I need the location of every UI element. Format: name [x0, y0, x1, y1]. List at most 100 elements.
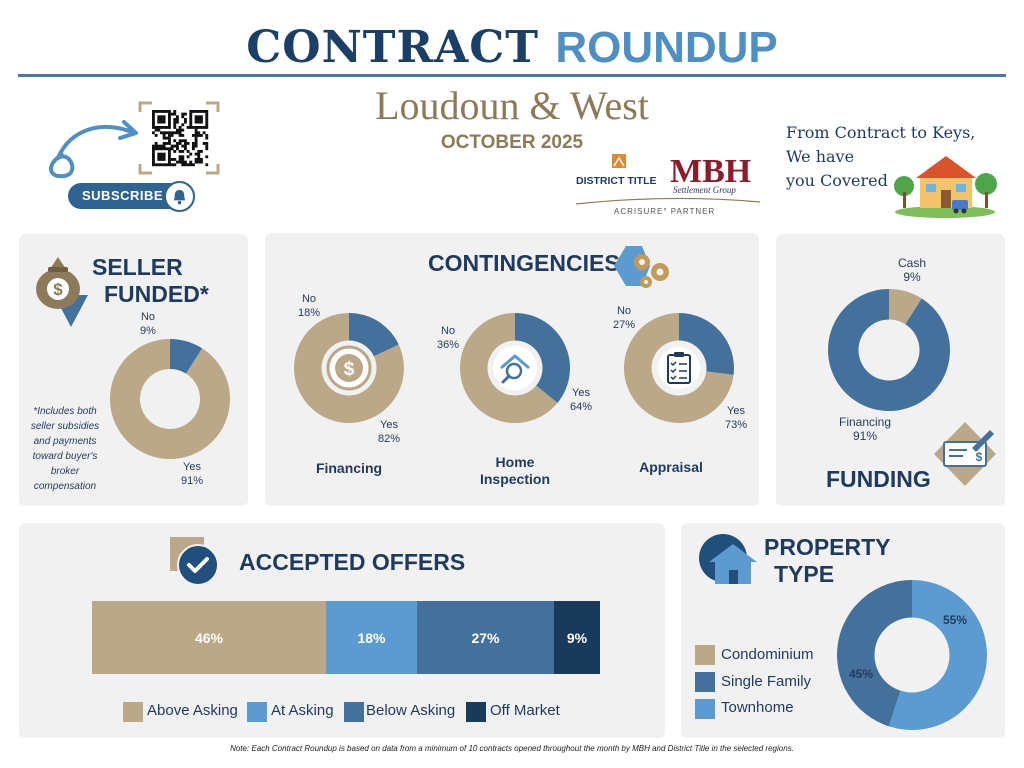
- slice-value: 64%: [569, 401, 593, 413]
- legend-label-townhome: Townhome: [721, 699, 794, 716]
- qr-module: [189, 112, 193, 116]
- mbh-logo-subtitle: Settlement Group: [673, 185, 736, 195]
- qr-module: [173, 110, 177, 113]
- qr-module: [168, 118, 171, 121]
- qr-module: [205, 163, 209, 167]
- home-inspection-icon: [493, 346, 537, 390]
- qr-module: [189, 120, 193, 124]
- qr-module: [181, 115, 185, 119]
- qr-module: [194, 144, 198, 148]
- qr-module: [194, 160, 198, 164]
- qr-module: [165, 131, 169, 135]
- qr-module: [197, 115, 201, 119]
- qr-module: [197, 120, 201, 124]
- qr-module: [160, 131, 163, 135]
- checkmark-icon: [170, 537, 219, 586]
- qr-module: [189, 152, 193, 156]
- qr-module: [202, 126, 206, 129]
- qr-module: [162, 155, 166, 159]
- qr-module: [160, 118, 163, 121]
- qr-module: [157, 120, 161, 124]
- slice-label: Yes: [380, 419, 398, 431]
- arrow-icon: [49, 125, 134, 179]
- donut-slice-yes: [110, 339, 230, 459]
- qr-module: [154, 144, 158, 148]
- donut-slice-yes: [294, 313, 404, 423]
- qr-module: [205, 136, 209, 140]
- qr-module: [178, 142, 182, 145]
- qr-module: [160, 120, 163, 124]
- qr-module: [178, 128, 182, 132]
- qr-module: [178, 131, 182, 135]
- qr-module: [168, 155, 171, 159]
- qr-module: [165, 147, 169, 151]
- money-bag-icon: $: [36, 257, 88, 327]
- district-title-icon: [612, 154, 626, 168]
- qr-module: [200, 134, 203, 137]
- donut-slice-no: [515, 313, 570, 404]
- qr-module: [165, 163, 169, 167]
- qr-code-pattern: [152, 110, 209, 167]
- qr-module: [162, 152, 166, 156]
- qr-module: [157, 115, 161, 119]
- seller-funded-footnote: *Includes both seller subsidies and paym…: [24, 404, 106, 494]
- slice-value: 9%: [903, 270, 921, 284]
- financing-contingency-donut-chart: [294, 313, 404, 423]
- legend-swatch-at-asking: [247, 702, 267, 722]
- legend-label-above-asking: Above Asking: [147, 702, 238, 719]
- slice-label: Financing: [838, 415, 892, 429]
- qr-module: [197, 158, 201, 161]
- tagline: From Contract to Keys, We have you Cover…: [786, 121, 1006, 193]
- qr-module: [192, 126, 195, 129]
- qr-module: [194, 139, 198, 143]
- qr-module: [197, 160, 201, 164]
- qr-module: [194, 128, 198, 132]
- qr-module: [197, 118, 201, 121]
- footnote-line: toward buyer's: [32, 451, 98, 462]
- qr-code-graphic[interactable]: [40, 100, 240, 215]
- qr-module: [162, 134, 166, 137]
- qr-module: [165, 142, 169, 145]
- qr-module: [168, 134, 171, 137]
- qr-module: [157, 144, 161, 148]
- qr-module: [194, 152, 198, 156]
- qr-module: [181, 150, 185, 153]
- property-label-townhome: 55%: [942, 613, 968, 627]
- acrisure-partner-logo: ACRISURE° PARTNER: [614, 207, 715, 216]
- qr-module: [194, 115, 198, 119]
- gears-icon: [614, 246, 669, 288]
- qr-module: [192, 144, 195, 148]
- qr-module: [194, 118, 198, 121]
- qr-module: [176, 142, 179, 145]
- legend-swatch-condominium: [695, 645, 715, 665]
- qr-module: [162, 131, 166, 135]
- qr-module: [152, 110, 155, 113]
- qr-module: [162, 144, 166, 148]
- qr-module: [186, 142, 190, 145]
- qr-module: [181, 123, 185, 127]
- qr-module: [160, 126, 163, 129]
- qr-module: [200, 118, 203, 121]
- qr-module: [200, 115, 203, 119]
- qr-module: [197, 131, 201, 135]
- qr-module: [181, 112, 185, 116]
- legend-label-single-family: Single Family: [721, 673, 812, 690]
- bell-icon[interactable]: [164, 181, 195, 212]
- qr-module: [152, 126, 155, 129]
- tagline-line: you Covered: [786, 171, 888, 190]
- seller-funded-label-no: No 9%: [128, 310, 168, 338]
- qr-module: [178, 126, 182, 129]
- house-illustration-icon: [894, 156, 997, 218]
- qr-module: [168, 112, 171, 116]
- qr-module: [184, 120, 187, 124]
- donut-slice-townhome: [888, 580, 987, 730]
- qr-module: [178, 160, 182, 164]
- month-label: OCTOBER 2025: [440, 132, 584, 153]
- qr-module: [173, 150, 177, 153]
- qr-module: [154, 142, 158, 145]
- legend-swatch-townhome: [695, 699, 715, 719]
- qr-module: [205, 147, 209, 151]
- home-inspection-label-no: No 36%: [432, 324, 464, 352]
- qr-module: [186, 155, 190, 159]
- footnote-line: *Includes both: [33, 406, 97, 417]
